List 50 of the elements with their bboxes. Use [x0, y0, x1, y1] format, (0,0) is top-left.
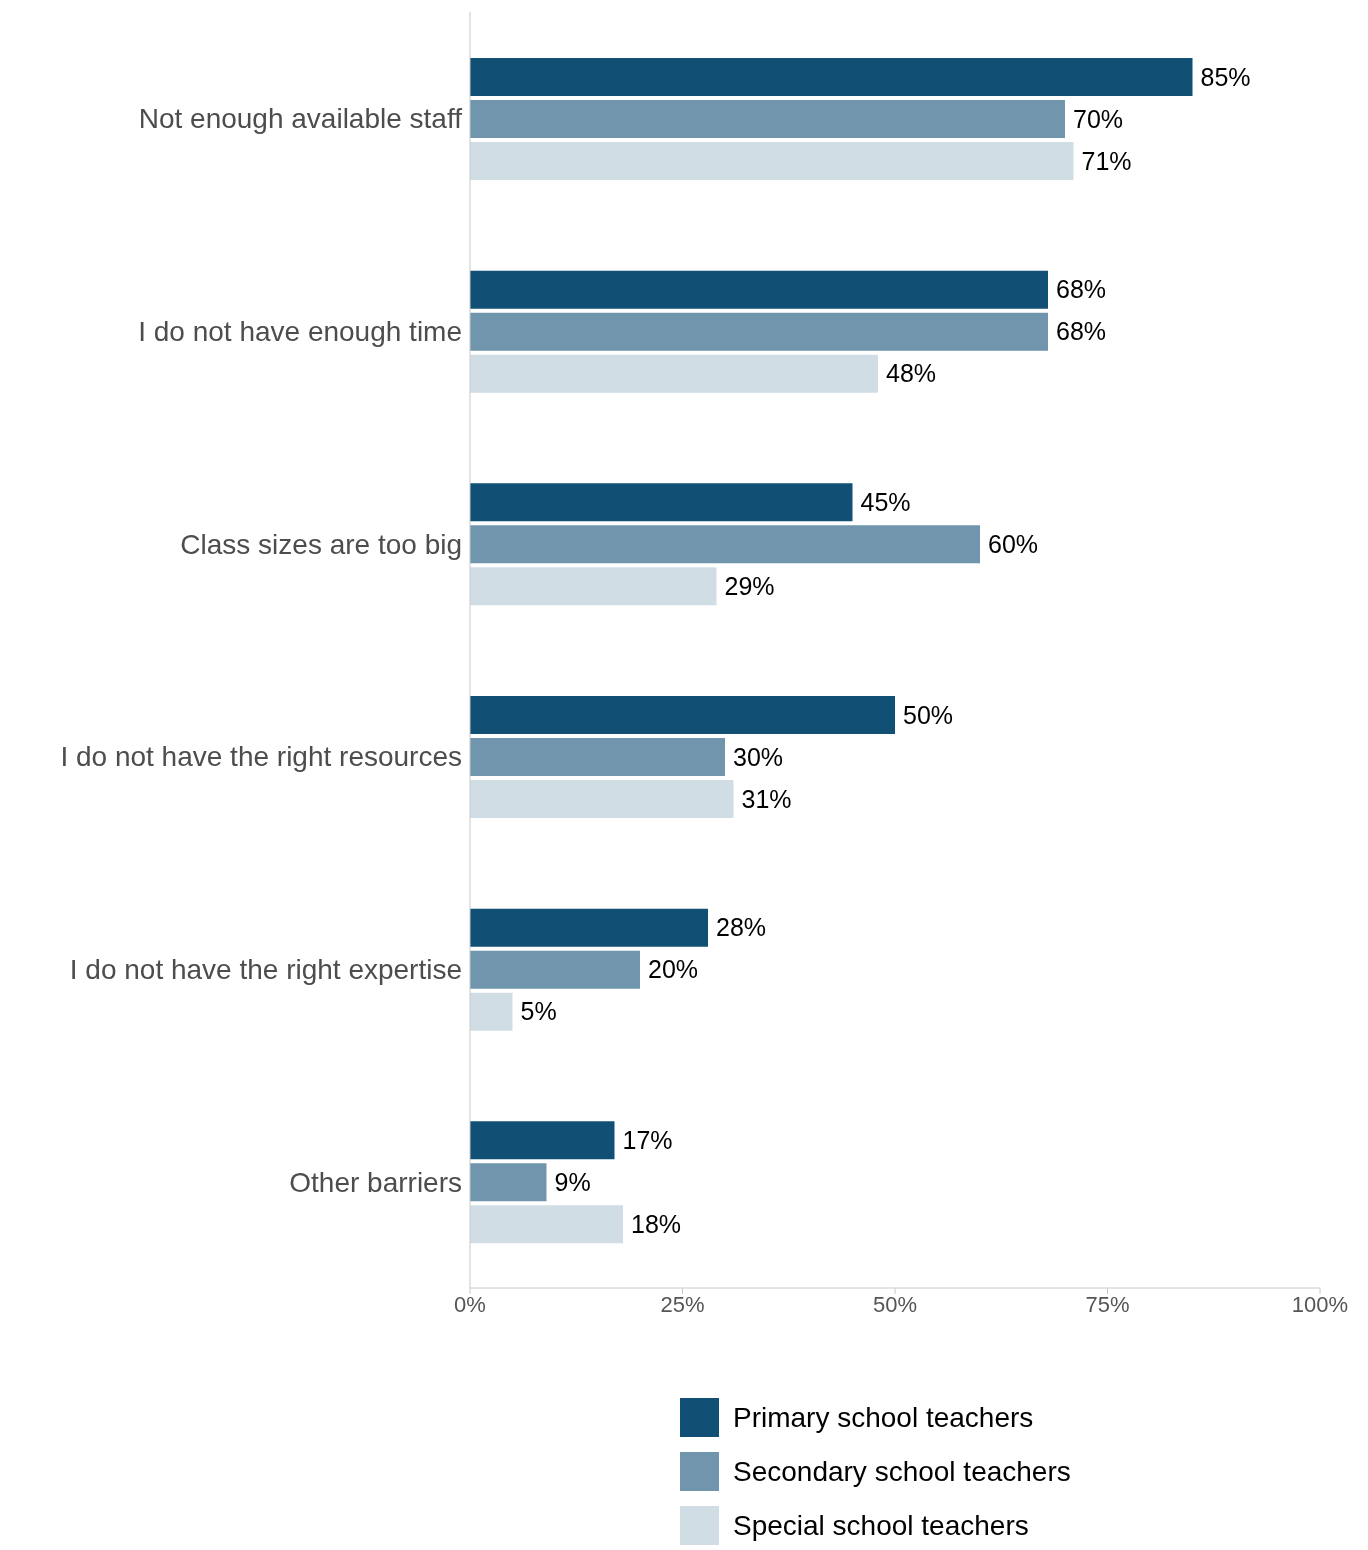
data-label: 68% — [1056, 317, 1107, 346]
data-label: 85% — [1200, 62, 1251, 91]
data-label: 18% — [631, 1210, 682, 1239]
legend-label: Special school teachers — [733, 1509, 1029, 1542]
bar — [470, 992, 513, 1031]
bar — [470, 270, 1048, 309]
y-tick-label: Class sizes are too big — [180, 528, 462, 560]
y-tick-label: I do not have enough time — [138, 315, 462, 347]
bar — [470, 142, 1074, 180]
bar — [470, 738, 725, 776]
data-label: 17% — [622, 1126, 673, 1155]
data-label: 5% — [520, 997, 557, 1026]
data-label: 70% — [1073, 104, 1124, 133]
x-tick-label: 0% — [454, 1291, 486, 1317]
y-tick-label: Not enough available staff — [138, 103, 463, 135]
bar — [470, 483, 853, 522]
y-tick-label: I do not have the right resources — [60, 741, 462, 773]
bar — [470, 312, 1048, 351]
bar — [470, 354, 878, 393]
bar — [470, 1121, 615, 1160]
y-tick-label: I do not have the right expertise — [69, 953, 462, 985]
bar — [470, 908, 708, 947]
data-label: 45% — [860, 488, 911, 517]
bar — [470, 525, 980, 564]
y-tick-label: Other barriers — [289, 1166, 462, 1198]
data-label: 71% — [1081, 146, 1132, 175]
data-label: 68% — [1056, 275, 1107, 304]
x-tick-label: 100% — [1291, 1291, 1349, 1317]
bar — [470, 696, 895, 734]
data-label: 30% — [733, 742, 784, 771]
data-label: 48% — [886, 359, 937, 388]
data-label: 60% — [988, 530, 1039, 559]
data-label: 29% — [724, 572, 775, 601]
x-tick-label: 75% — [1085, 1291, 1130, 1317]
bar — [470, 950, 640, 989]
bar — [470, 780, 734, 818]
data-label: 31% — [741, 784, 792, 813]
data-label: 9% — [554, 1168, 591, 1197]
bar — [470, 1163, 547, 1202]
legend-label: Secondary school teachers — [733, 1455, 1071, 1488]
data-label: 50% — [903, 700, 954, 729]
bar — [470, 100, 1065, 138]
x-tick-label: 50% — [872, 1291, 918, 1317]
data-label: 28% — [716, 913, 767, 942]
bar — [470, 1205, 623, 1244]
bar — [470, 58, 1193, 96]
data-label: 20% — [648, 955, 699, 984]
x-tick-label: 25% — [660, 1291, 705, 1317]
legend-label: Primary school teachers — [733, 1401, 1034, 1434]
bar — [470, 567, 717, 606]
